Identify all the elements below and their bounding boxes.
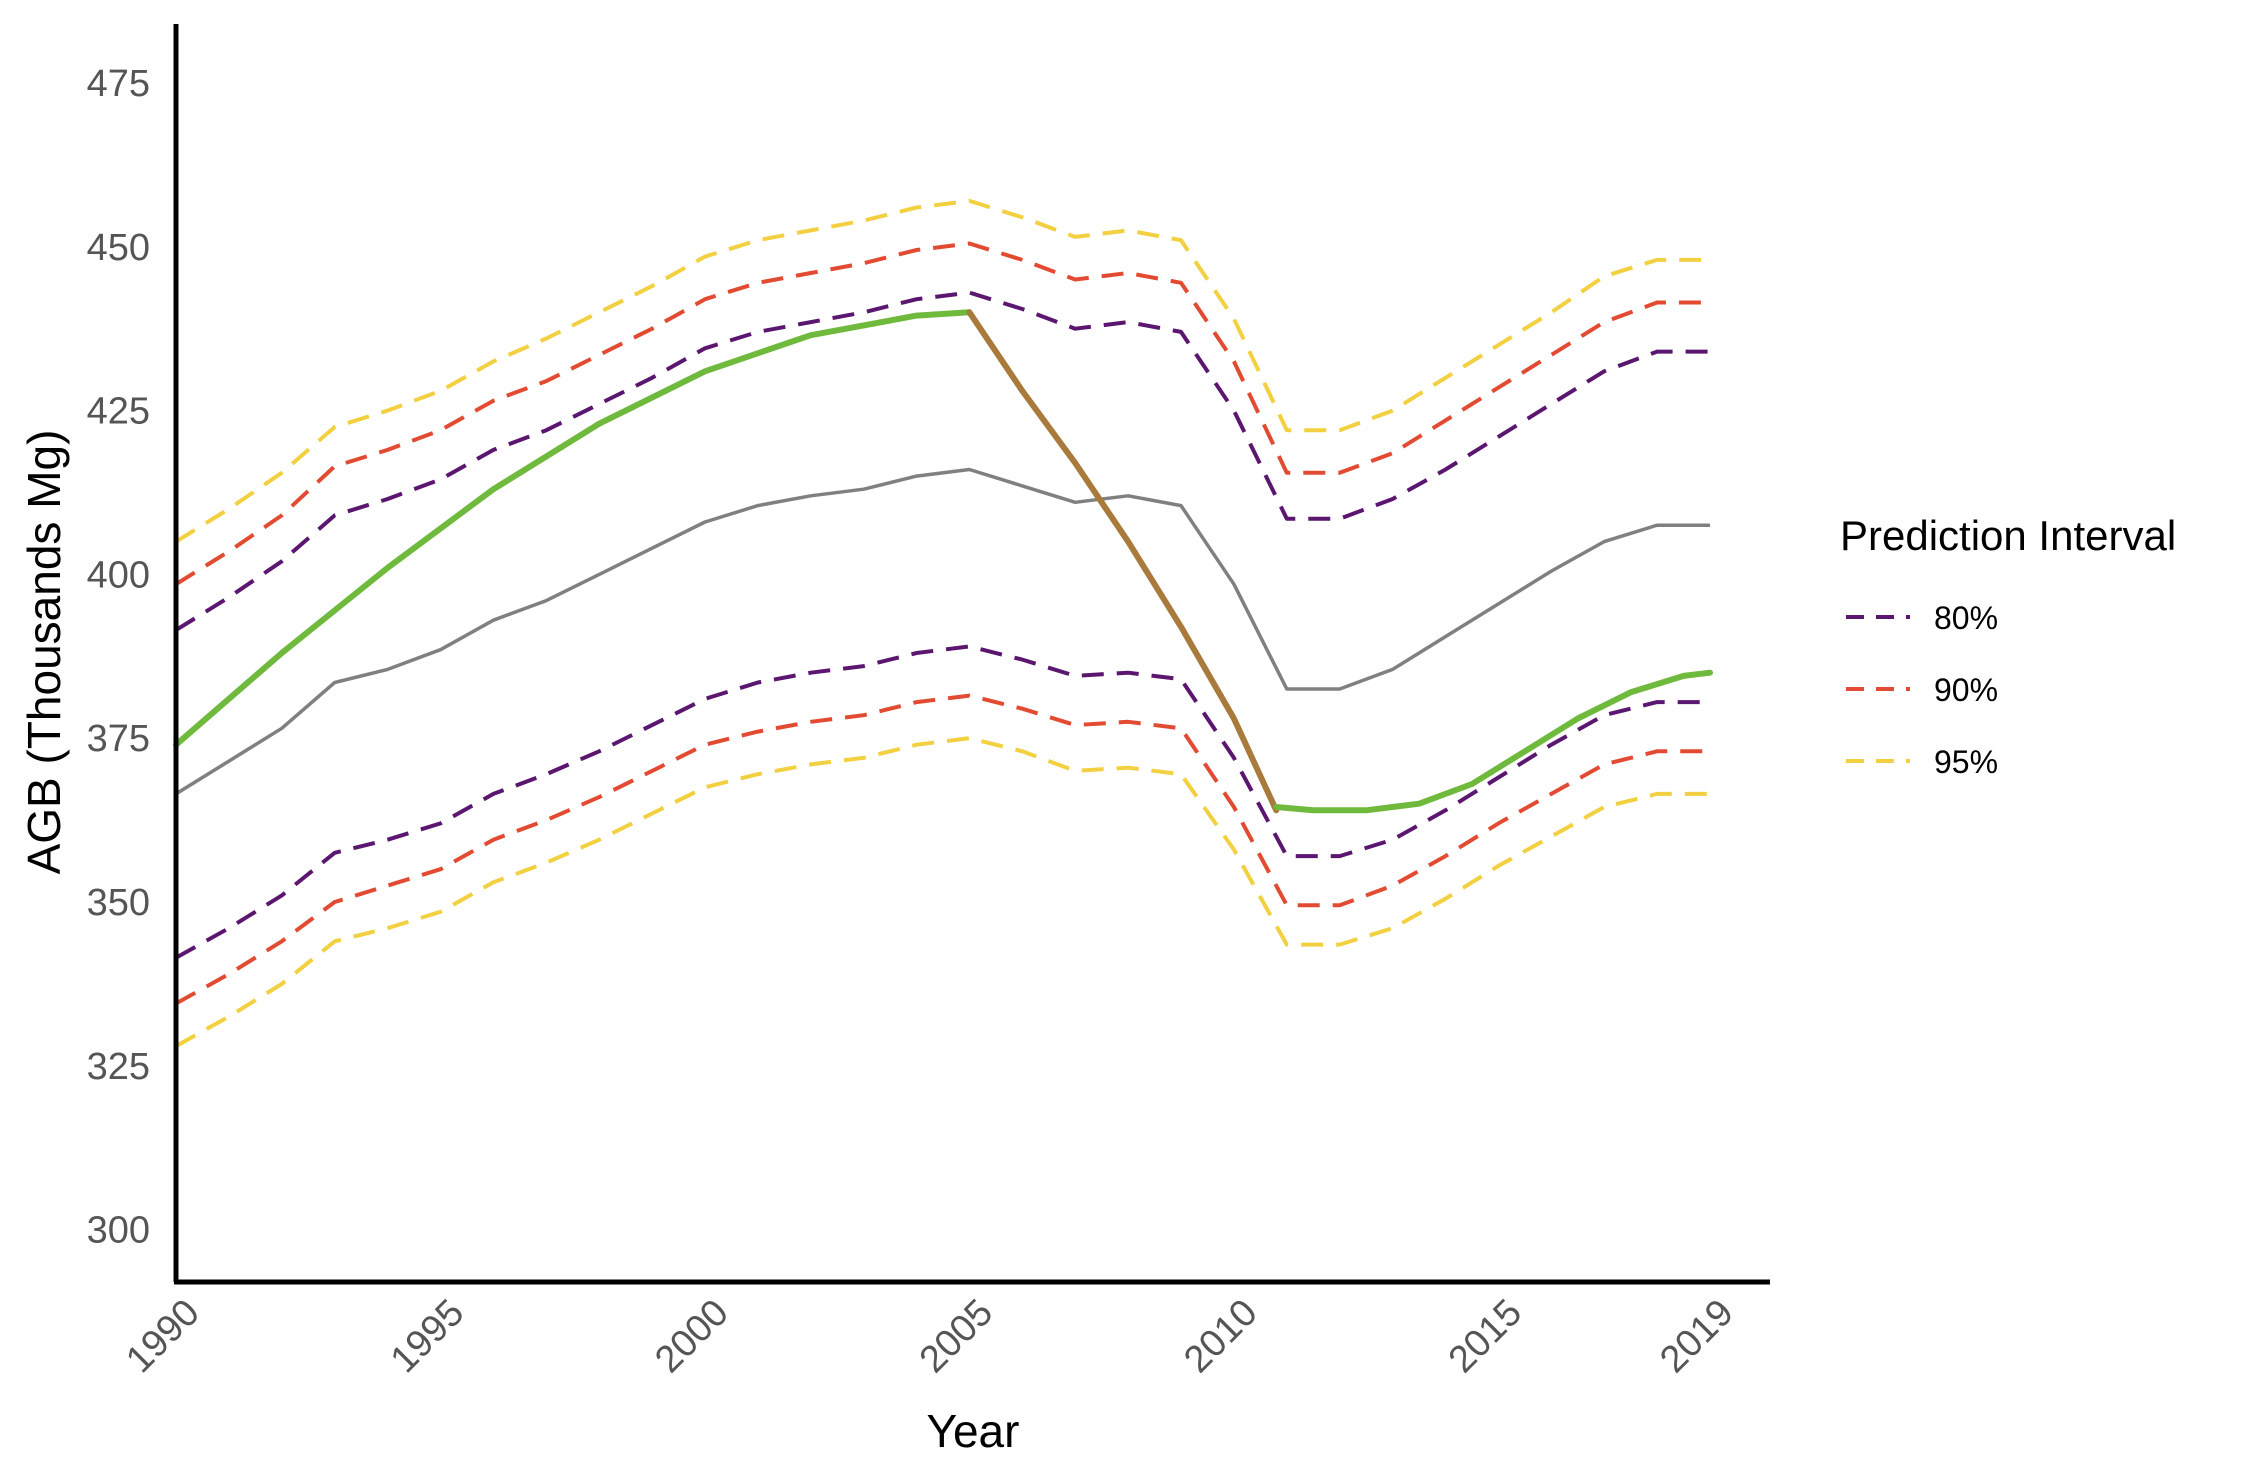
trend-segment-1 [173,309,973,748]
series-80pct-lower [175,644,1710,960]
y-tick-label: 350 [87,882,150,924]
legend-entries: 80% 90% 95% [1846,600,1998,780]
center-line [175,467,1710,796]
series-90pct-lower [175,693,1710,1006]
x-tick-label: 1995 [383,1292,472,1381]
y-tick-label: 425 [87,391,150,433]
legend-title: Prediction Interval [1840,512,2176,559]
x-tick-label: 2005 [912,1292,1001,1381]
legend-label: 80% [1934,600,1998,636]
x-tick-label: 2010 [1176,1292,1265,1381]
trend-segment-3 [1273,669,1713,814]
y-tick-label: 300 [87,1210,150,1252]
y-tick-label: 400 [87,554,150,596]
x-axis-title: Year [927,1405,1020,1457]
trend-segment-2 [966,309,1280,814]
y-axis-title: AGB (Thousands Mg) [18,430,70,875]
trend-layer [173,309,1713,814]
y-tick-label: 475 [87,63,150,105]
y-ticks: 300 325 350 375 400 425 450 475 [87,63,150,1252]
series-80pct-upper [174,290,1710,632]
x-tick-label: 1990 [118,1292,207,1381]
series-95pct-lower [175,736,1710,1048]
legend-item-90pct: 90% [1846,672,1998,708]
legend-label: 95% [1934,744,1998,780]
legend-item-95pct: 95% [1846,744,1998,780]
legend: Prediction Interval 80% 90% 95% [1840,512,2176,780]
series-layer [174,198,1710,1048]
legend-item-80pct: 80% [1846,600,1998,636]
y-tick-label: 325 [87,1046,150,1088]
series-90pct-upper [174,241,1710,586]
series-95pct-upper [174,198,1710,544]
x-ticks: 1990 1995 2000 2005 2010 2015 2019 [118,1292,1741,1382]
legend-label: 90% [1934,672,1998,708]
x-tick-label: 2000 [647,1292,736,1381]
x-tick-label: 2019 [1652,1292,1741,1381]
x-tick-label: 2015 [1441,1292,1530,1381]
y-tick-label: 375 [87,718,150,760]
y-tick-label: 450 [87,227,150,269]
